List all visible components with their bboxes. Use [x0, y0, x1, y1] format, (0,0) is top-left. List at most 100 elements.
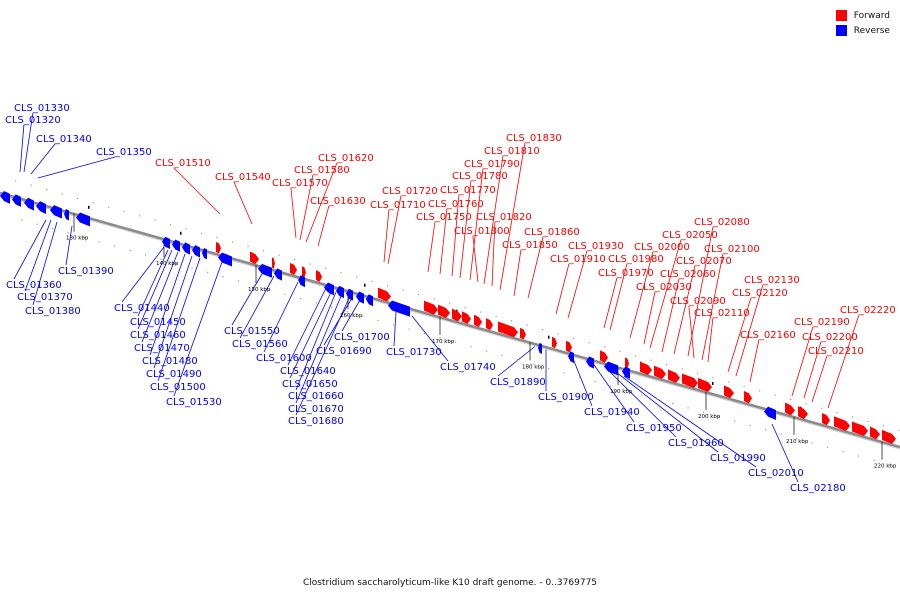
gene-label-cls-01930: CLS_01930: [568, 241, 624, 252]
forward-gene-3: [290, 262, 297, 275]
forward-gene-27: [798, 406, 808, 420]
gene-label-cls-02160: CLS_02160: [740, 330, 796, 341]
kbp-ticks: 130 kbp 140 kbp 150 kbp 160 kbp 170 kbp 180 k…: [66, 213, 897, 470]
forward-gene-12: [486, 318, 493, 331]
tick-label-140-kbp: 140 kbp: [156, 261, 179, 267]
gene-label-cls-02050: CLS_02050: [662, 230, 718, 241]
gene-label-cls-02110: CLS_02110: [694, 308, 750, 319]
gene-label-cls-01780: CLS_01780: [452, 171, 508, 182]
forward-gene-21: [668, 369, 680, 383]
map-caption: Clostridium saccharolyticum-like K10 dra…: [302, 578, 598, 588]
reverse-gene-14: [274, 268, 282, 281]
reverse-gene-0: [0, 191, 10, 204]
gene-label-cls-02080: CLS_02080: [694, 217, 750, 228]
gene-label-cls-01940: CLS_01940: [584, 407, 640, 418]
reverse-gene-22: [538, 342, 542, 354]
forward-swatch: [835, 10, 847, 21]
legend: Forward Reverse: [835, 8, 890, 38]
reverse-gene-10: [192, 245, 200, 258]
forward-gene-14: [520, 327, 526, 340]
forward-gene-9: [452, 308, 462, 322]
gene-label-cls-01350: CLS_01350: [96, 147, 152, 158]
gene-label-cls-01460: CLS_01460: [130, 330, 186, 341]
forward-gene-17: [600, 350, 608, 363]
reverse-gene-26: [622, 366, 630, 379]
gene-label-cls-01630: CLS_01630: [310, 196, 366, 207]
reverse-swatch: [835, 25, 847, 36]
gene-label-cls-02180: CLS_02180: [790, 483, 846, 494]
reverse-gene-4: [50, 205, 62, 219]
gene-label-cls-01340: CLS_01340: [36, 134, 92, 145]
gene-label-cls-01440: CLS_01440: [114, 303, 170, 314]
gene-label-cls-01730: CLS_01730: [386, 347, 442, 358]
gene-label-cls-01760: CLS_01760: [428, 199, 484, 210]
tick-label-160-kbp: 160 kbp: [340, 313, 363, 319]
gene-label-cls-01720: CLS_01720: [382, 186, 438, 197]
reverse-gene-20: [366, 294, 373, 307]
gene-label-cls-01670: CLS_01670: [288, 404, 344, 415]
gene-label-cls-01750: CLS_01750: [416, 212, 472, 223]
reverse-gene-13: [258, 263, 272, 278]
gene-label-cls-01490: CLS_01490: [146, 369, 202, 380]
reverse-gene-18: [346, 288, 353, 301]
forward-gene-4: [302, 266, 306, 278]
gene-label-cls-01770: CLS_01770: [440, 185, 496, 196]
forward-gene-30: [852, 421, 868, 436]
gene-label-cls-01500: CLS_01500: [150, 382, 206, 393]
reverse-gene-9: [182, 242, 190, 255]
forward-gene-10: [462, 311, 471, 324]
reverse-gene-2: [24, 197, 34, 211]
gene-label-cls-02200: CLS_02200: [802, 332, 858, 343]
gene-label-cls-01320: CLS_01320: [5, 115, 61, 126]
reverse-gene-11: [202, 248, 207, 260]
forward-gene-24: [724, 385, 734, 399]
gene-features: [0, 191, 896, 444]
genome-backbone: [0, 191, 900, 450]
legend-forward: Forward: [835, 8, 890, 23]
gene-label-cls-01560: CLS_01560: [232, 339, 288, 350]
forward-gene-13: [498, 321, 518, 338]
forward-gene-31: [870, 426, 880, 440]
gene-label-cls-02070: CLS_02070: [676, 256, 732, 267]
scale-dots: [15, 180, 900, 466]
gene-label-cls-02210: CLS_02210: [808, 346, 864, 357]
forward-gene-20: [654, 365, 666, 379]
forward-gene-19: [640, 361, 652, 376]
forward-gene-26: [785, 402, 795, 416]
gene-label-cls-02090: CLS_02090: [670, 296, 726, 307]
label-leader-lines: [13, 112, 860, 483]
gene-label-cls-01570: CLS_01570: [272, 178, 328, 189]
gene-label-cls-01530: CLS_01530: [166, 397, 222, 408]
forward-gene-18: [625, 357, 629, 369]
gene-label-cls-01710: CLS_01710: [370, 200, 426, 211]
forward-gene-11: [474, 314, 482, 328]
forward-gene-22: [682, 373, 698, 388]
gene-label-cls-01700: CLS_01700: [334, 332, 390, 343]
gene-label-cls-01380: CLS_01380: [25, 306, 81, 317]
tick-mark: [712, 381, 714, 385]
tick-label-190-kbp: 190 kbp: [610, 389, 633, 395]
gene-label-cls-01620: CLS_01620: [318, 153, 374, 164]
gene-label-cls-01450: CLS_01450: [130, 317, 186, 328]
gene-label-cls-02130: CLS_02130: [744, 275, 800, 286]
tick-mark: [548, 335, 550, 339]
reverse-gene-15: [298, 275, 305, 288]
gene-label-cls-01580: CLS_01580: [294, 165, 350, 176]
reverse-gene-27: [764, 406, 776, 421]
forward-gene-15: [552, 336, 557, 349]
legend-reverse: Reverse: [835, 23, 890, 38]
reverse-gene-21: [388, 300, 410, 317]
gene-label-cls-01900: CLS_01900: [538, 392, 594, 403]
gene-label-cls-02120: CLS_02120: [732, 288, 788, 299]
reverse-gene-25: [604, 361, 618, 376]
tick-mark: [364, 283, 366, 287]
gene-label-cls-02060: CLS_02060: [660, 269, 716, 280]
gene-label-cls-01990: CLS_01990: [710, 453, 766, 464]
forward-gene-16: [566, 340, 572, 353]
gene-label-cls-01330: CLS_01330: [14, 103, 70, 114]
gene-label-cls-01540: CLS_01540: [215, 172, 271, 183]
gene-label-cls-01820: CLS_01820: [476, 212, 532, 223]
gene-label-cls-01660: CLS_01660: [288, 391, 344, 402]
